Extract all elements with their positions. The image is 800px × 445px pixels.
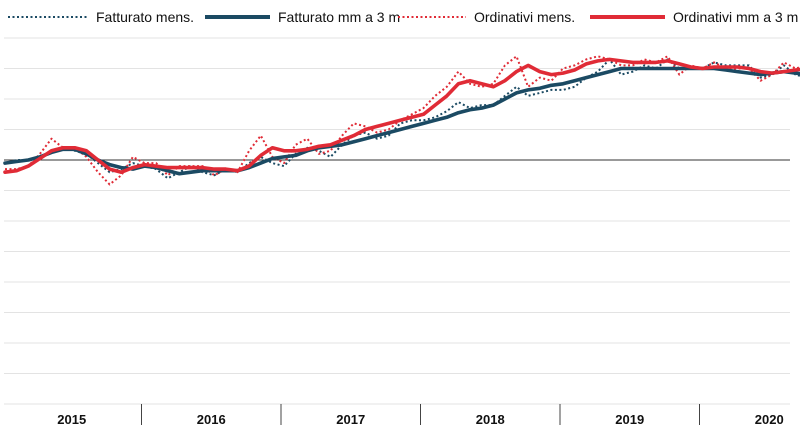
legend-label-2: Ordinativi mens. [474,9,575,25]
grid-lines [4,37,790,405]
x-tick-label-2018: 2018 [476,412,505,427]
x-tick-label-2020: 2020 [755,412,784,427]
x-axis: 2015 2016 2017 2018 2019 2020 [57,404,784,427]
x-tick-label-2019: 2019 [615,412,644,427]
series-line-1 [3,66,800,176]
series-layer [3,55,800,186]
series-line-2 [5,55,800,186]
legend-label-0: Fatturato mens. [96,9,194,25]
x-tick-label-2016: 2016 [197,412,226,427]
legend-label-1: Fatturato mm a 3 m [278,9,400,25]
x-tick-label-2015: 2015 [57,412,86,427]
legend-label-3: Ordinativi mm a 3 m [673,9,798,25]
legend: Fatturato mens. Fatturato mm a 3 m Ordinat… [8,9,798,25]
x-tick-label-2017: 2017 [336,412,365,427]
series-line-0 [4,58,800,180]
series-line-3 [3,57,800,174]
